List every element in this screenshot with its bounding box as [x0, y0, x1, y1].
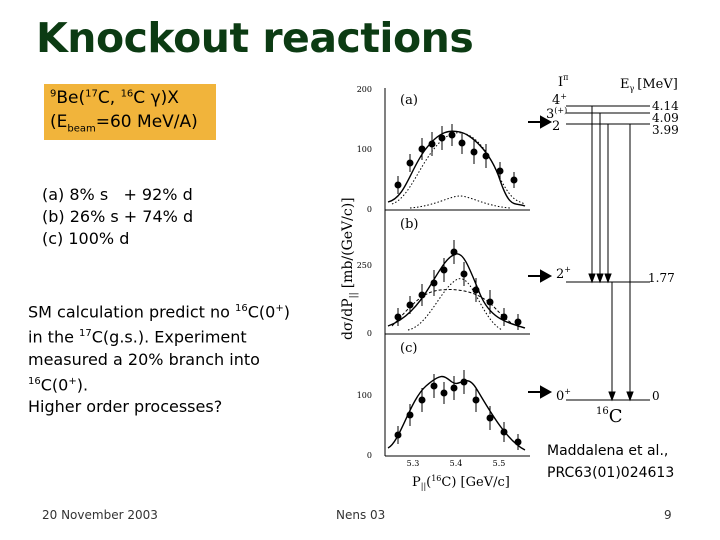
gamma-transitions: [588, 106, 634, 402]
panel-a-tick-100: 100: [357, 145, 372, 154]
panel-b-s-curve: [407, 278, 503, 331]
x-tick-5.4: 5.4: [450, 459, 463, 468]
sm-sup-1: 16: [235, 303, 248, 314]
fragment-mass: 16: [120, 88, 134, 100]
sm-line-5: Higher order processes?: [28, 396, 223, 416]
x-tick-5.3: 5.3: [407, 459, 420, 468]
beam-prefix: (E: [50, 112, 68, 132]
level-header-ipi: Iπ: [558, 73, 568, 90]
sm-line-2: in the 17C(g.s.). Experiment: [28, 323, 328, 348]
footer-conference: Nens 03: [336, 508, 386, 522]
reaction-box: 9Be(17C, 16C γ)X (Ebeam=60 MeV/A): [44, 84, 216, 140]
panel-c-tick-100: 100: [357, 391, 372, 400]
sm-line-3: measured a 20% branch into: [28, 349, 260, 369]
level-scheme: Iπ Eγ [MeV] 4+ 3(+) 2 2+ 0+ 4.14 4.09 3.9…: [528, 73, 679, 427]
reaction-tail: )X: [160, 88, 179, 108]
level-label-2: 2: [552, 119, 560, 134]
panel-a-d-curve: [391, 132, 526, 205]
sm-text-1b: C(0: [247, 302, 276, 322]
fit-b: (b) 26% s + 74% d: [42, 207, 194, 226]
sm-text-1a: SM calculation predict no: [28, 302, 236, 322]
target: Be(: [56, 88, 86, 108]
reaction-line: 9Be(17C, 16C γ)X: [50, 88, 179, 108]
footer-page-number: 9: [664, 508, 672, 522]
panel-c-label: (c): [400, 341, 417, 356]
panel-b-d-curve: [391, 289, 526, 329]
gamma-symbol: γ: [150, 88, 161, 108]
level-label-2plus: 2+: [556, 265, 571, 282]
fit-list: (a) 8% s + 92% d (b) 26% s + 74% d (c) 1…: [42, 184, 193, 250]
level-label-0plus: 0+: [556, 387, 571, 404]
citation: Maddalena et al., PRC63(01)024613: [547, 440, 674, 484]
page-title: Knockout reactions: [36, 14, 474, 62]
panel-a-tick-0: 0: [367, 205, 372, 214]
panel-c: (c) 100 0: [357, 341, 526, 460]
beam-sub: beam: [67, 123, 96, 135]
sm-text-1c: ): [283, 302, 290, 322]
level-header-energy: Eγ [MeV]: [620, 77, 678, 93]
energy-label-1.77: 1.77: [648, 271, 675, 285]
panel-b-tick-0: 0: [367, 329, 372, 338]
panel-b: (b) 250 0: [357, 217, 526, 338]
sm-sup-4: 16: [28, 375, 41, 387]
panel-c-tick-0: 0: [367, 451, 372, 460]
panel-b-tick-250: 250: [357, 261, 372, 270]
beam-energy-line: (Ebeam=60 MeV/A): [50, 112, 198, 134]
sm-text-4a: C(0: [40, 374, 69, 394]
energy-label-4.09: 4.09: [652, 111, 679, 125]
target-mass: 9: [50, 88, 57, 100]
panel-c-points: [394, 370, 522, 450]
energy-label-4.14: 4.14: [652, 99, 679, 113]
nucleus-label: 16C: [596, 406, 623, 427]
energy-label-0: 0: [652, 389, 660, 403]
x-axis: 5.3 5.4 5.5 P||(16C) [GeV/c]: [407, 459, 510, 491]
citation-authors: Maddalena et al.,: [547, 443, 669, 459]
panel-b-label: (b): [400, 217, 418, 232]
x-tick-5.5: 5.5: [493, 459, 506, 468]
fit-c: (c) 100% d: [42, 229, 130, 248]
feeding-arrows: [528, 115, 553, 399]
sm-text-4b: ).: [76, 374, 89, 394]
panel-a-points: [394, 124, 518, 194]
citation-reference: PRC63(01)024613: [547, 465, 675, 481]
sm-sup-1b: +: [275, 303, 284, 314]
sm-text-2b: C(g.s.). Experiment: [91, 327, 247, 347]
sm-line-4: 16C(0+).: [28, 371, 328, 396]
energy-label-3.99: 3.99: [652, 123, 679, 137]
sm-calculation-text: SM calculation predict no 16C(0+) in the…: [28, 298, 328, 418]
projectile: C,: [97, 88, 121, 108]
panel-a-tick-200: 200: [357, 85, 372, 94]
level-label-4plus: 4+: [552, 92, 567, 108]
sm-line-1: SM calculation predict no 16C(0+): [28, 298, 328, 323]
momentum-figure: dσ/dP||[mb/(GeV/c)] (a) 200 100 0: [340, 73, 679, 491]
panel-b-points: [394, 240, 522, 330]
sm-text-2a: in the: [28, 327, 80, 347]
x-axis-label: P||(16C) [GeV/c]: [412, 474, 510, 491]
y-axis-label: dσ/dP||[mb/(GeV/c)]: [340, 197, 359, 340]
panel-a-total-curve: [387, 130, 526, 207]
panel-a-s-curve: [409, 195, 511, 209]
sm-sup-2: 17: [79, 328, 92, 340]
fragment: C: [133, 88, 151, 108]
footer-date: 20 November 2003: [42, 508, 158, 522]
sm-sup-4b: +: [68, 375, 77, 387]
projectile-mass: 17: [85, 88, 98, 100]
fit-a: (a) 8% s + 92% d: [42, 185, 193, 204]
panel-a-label: (a): [400, 93, 418, 108]
beam-suffix: =60 MeV/A): [95, 112, 198, 132]
panel-a: (a) 200 100 0: [357, 85, 526, 214]
panel-c-d-curve: [387, 375, 526, 451]
level-label-3plus: 3(+): [546, 106, 567, 122]
